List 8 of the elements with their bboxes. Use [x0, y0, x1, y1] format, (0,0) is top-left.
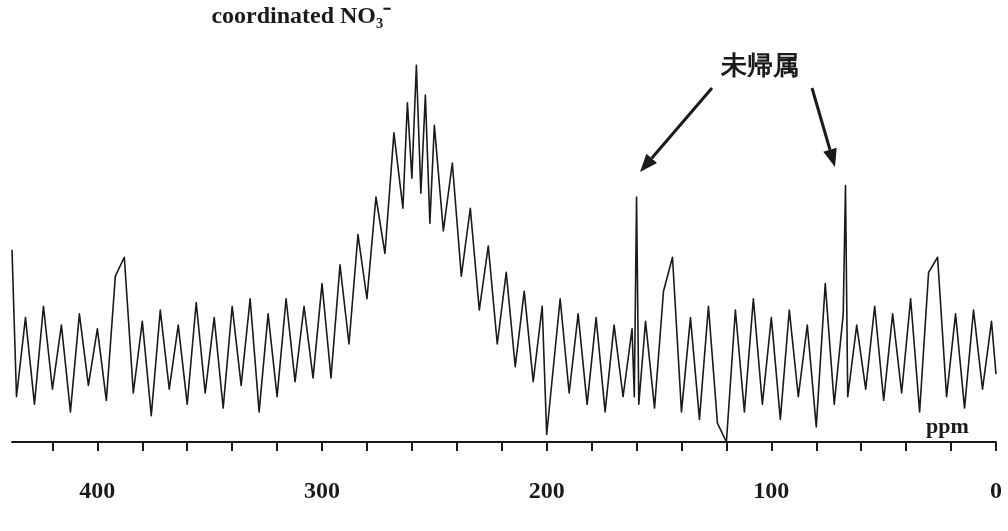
annotation: 未帰属	[721, 49, 799, 82]
x-tick-label: 200	[528, 477, 565, 503]
x-tick-label: 400	[79, 477, 116, 503]
x-tick-label: 300	[304, 477, 341, 503]
x-axis-title: ppm	[926, 412, 969, 438]
annotation: coordinated NO₃⁻	[211, 1, 392, 30]
x-tick-label: 0	[990, 477, 1002, 503]
x-tick-label: 100	[753, 477, 790, 503]
